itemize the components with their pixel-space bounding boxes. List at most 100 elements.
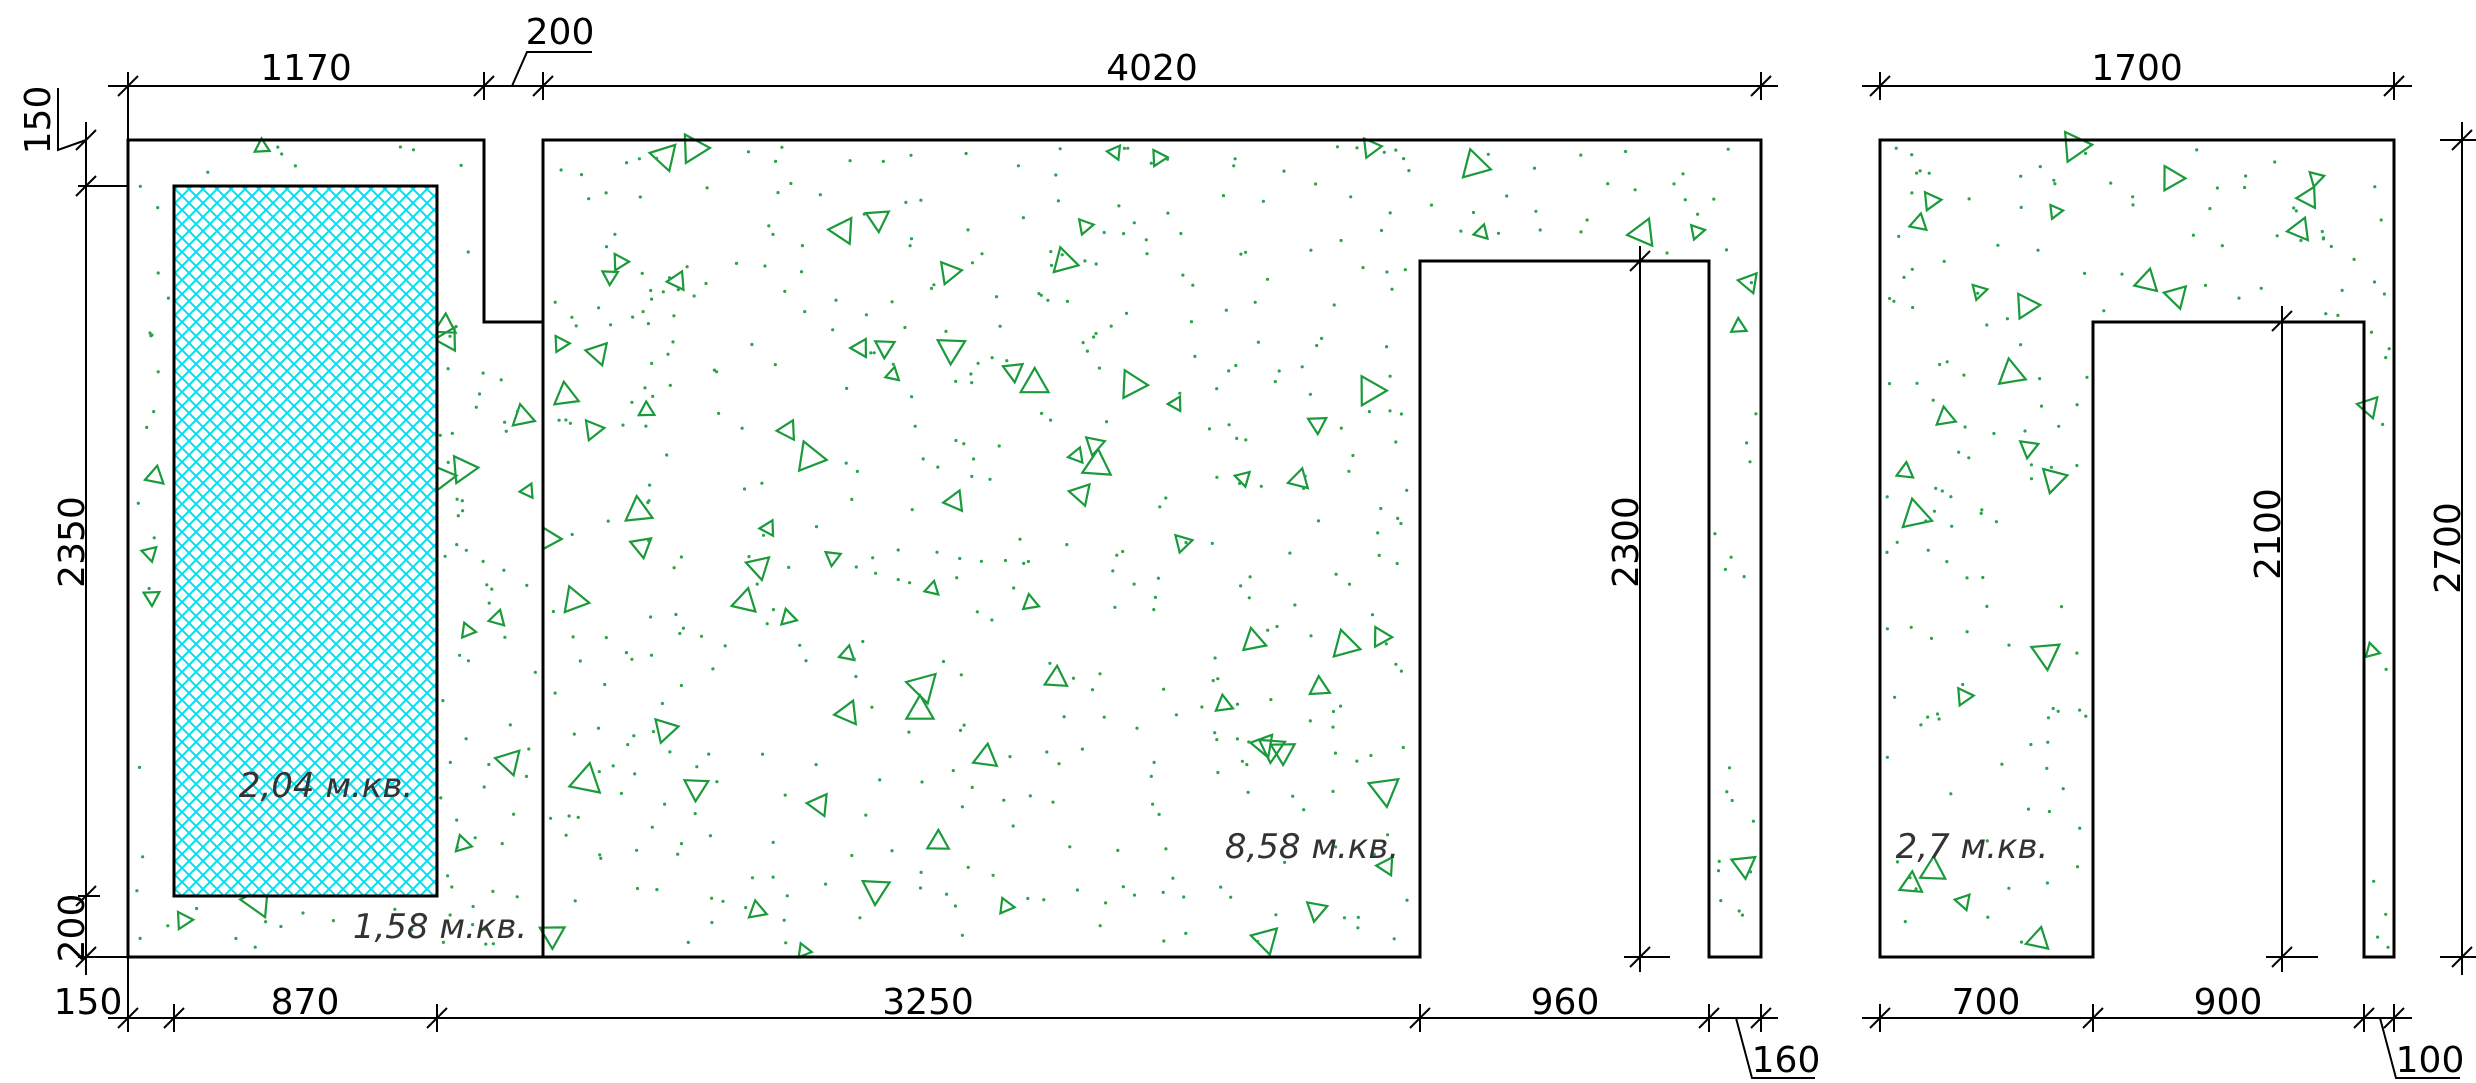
concrete-dot-mark <box>1624 149 1628 154</box>
concrete-dot-mark <box>2336 313 2340 317</box>
concrete-dot-mark <box>1221 194 1226 198</box>
concrete-dot-mark <box>156 271 160 275</box>
concrete-aggregate-mark <box>1971 283 1990 303</box>
concrete-dot-mark <box>1992 431 1996 436</box>
concrete-dot-mark <box>1152 608 1156 612</box>
concrete-aggregate-mark <box>1907 211 1929 232</box>
concrete-dot-mark <box>715 370 719 374</box>
concrete-dot-mark <box>1135 726 1139 730</box>
concrete-dot-mark <box>2085 375 2089 379</box>
concrete-dot-mark <box>799 270 804 274</box>
concrete-dot-mark <box>1174 713 1178 717</box>
dim-bottom-900: 900 <box>2194 982 2263 1023</box>
concrete-dot-mark <box>2120 272 2124 276</box>
concrete-dot-mark <box>966 865 970 870</box>
concrete-dot-mark <box>487 601 491 605</box>
concrete-dot-mark <box>484 942 488 946</box>
concrete-dot-mark <box>1132 893 1137 897</box>
concrete-dot-mark <box>499 378 503 382</box>
concrete-dot-mark <box>850 497 854 501</box>
concrete-dot-mark <box>708 834 713 838</box>
concrete-dot-mark <box>896 548 900 552</box>
concrete-dot-mark <box>667 276 672 280</box>
concrete-aggregate-mark <box>1018 365 1051 394</box>
concrete-dot-mark <box>650 297 654 301</box>
concrete-dot-mark <box>206 170 210 174</box>
concrete-dot-mark <box>852 657 856 661</box>
concrete-dot-mark <box>850 853 854 858</box>
dim-top-200: 200 <box>526 12 595 53</box>
concrete-dot-mark <box>1339 238 1343 243</box>
concrete-aggregate-mark <box>1894 459 1915 479</box>
concrete-aggregate-mark <box>1077 217 1096 237</box>
concrete-dot-mark <box>466 659 470 663</box>
concrete-dot-mark <box>606 519 610 523</box>
concrete-aggregate-mark <box>452 454 481 486</box>
dim-top-1700: 1700 <box>2091 48 2183 89</box>
concrete-dot-mark <box>651 730 656 734</box>
concrete-dot-mark <box>932 283 936 287</box>
concrete-dot-mark <box>1283 860 1287 865</box>
concrete-dot-mark <box>1213 656 1217 660</box>
concrete-dot-mark <box>331 919 335 923</box>
concrete-dot-mark <box>1892 299 1896 303</box>
concrete-aggregate-mark <box>623 493 655 522</box>
concrete-dot-mark <box>783 289 787 293</box>
concrete-dot-mark <box>951 769 955 773</box>
concrete-dot-mark <box>962 723 966 727</box>
concrete-dot-mark <box>410 928 414 932</box>
concrete-dot-mark <box>1115 553 1119 557</box>
concrete-aggregate-mark <box>511 402 537 427</box>
concrete-dot-mark <box>1092 335 1096 339</box>
concrete-dot-mark <box>2369 330 2374 334</box>
concrete-dot-mark <box>1967 456 1971 460</box>
concrete-aggregate-mark <box>1173 533 1195 555</box>
dimension-lines <box>57 51 2476 1079</box>
concrete-dot-mark <box>147 586 151 591</box>
concrete-dot-mark <box>1932 509 1936 513</box>
concrete-aggregate-mark <box>1122 368 1151 400</box>
concrete-dot-mark <box>1903 920 1907 924</box>
concrete-dot-mark <box>1113 605 1117 609</box>
concrete-dot-mark <box>678 631 682 636</box>
concrete-dot-mark <box>1080 747 1084 751</box>
concrete-aggregate-mark <box>2018 439 2041 461</box>
concrete-aggregate-mark <box>1332 627 1363 658</box>
concrete-dot-mark <box>643 386 647 390</box>
concrete-dot-mark <box>1178 391 1182 395</box>
concrete-dot-mark <box>604 245 609 249</box>
dim-door1-height: 2300 <box>1606 496 1647 588</box>
concrete-dot-mark <box>1887 382 1892 386</box>
right-panel-area-label: 2,7 м.кв. <box>1896 827 2049 867</box>
concrete-dot-mark <box>551 609 556 614</box>
concrete-dot-mark <box>1347 582 1352 586</box>
concrete-dot-mark <box>1164 847 1168 851</box>
concrete-dot-mark <box>138 936 142 941</box>
concrete-dot-mark <box>1181 273 1185 277</box>
concrete-dot-mark <box>972 457 976 461</box>
concrete-dot-mark <box>649 615 653 619</box>
concrete-dot-mark <box>959 673 963 677</box>
concrete-dot-mark <box>149 334 153 338</box>
concrete-dot-mark <box>1949 792 1953 796</box>
concrete-dot-mark <box>774 159 778 163</box>
concrete-dot-mark <box>1538 228 1542 232</box>
concrete-dot-mark <box>1039 293 1043 297</box>
concrete-dot-mark <box>301 911 305 915</box>
concrete-dot-mark <box>692 294 696 298</box>
concrete-dot-mark <box>1124 311 1129 315</box>
concrete-dot-mark <box>814 525 819 529</box>
concrete-dot-mark <box>671 340 675 344</box>
concrete-dot-mark <box>1429 203 1434 207</box>
concrete-dot-mark <box>1116 848 1120 853</box>
concrete-dot-mark <box>800 244 805 248</box>
concrete-dot-mark <box>1075 888 1079 892</box>
concrete-aggregate-mark <box>939 260 965 287</box>
concrete-dot-mark <box>1165 157 1170 161</box>
concrete-dot-mark <box>679 842 684 846</box>
concrete-dot-mark <box>450 431 454 435</box>
concrete-aggregate-mark <box>541 525 564 552</box>
concrete-dot-mark <box>1309 634 1313 638</box>
concrete-dot-mark <box>1215 738 1219 742</box>
concrete-dot-mark <box>744 906 748 910</box>
